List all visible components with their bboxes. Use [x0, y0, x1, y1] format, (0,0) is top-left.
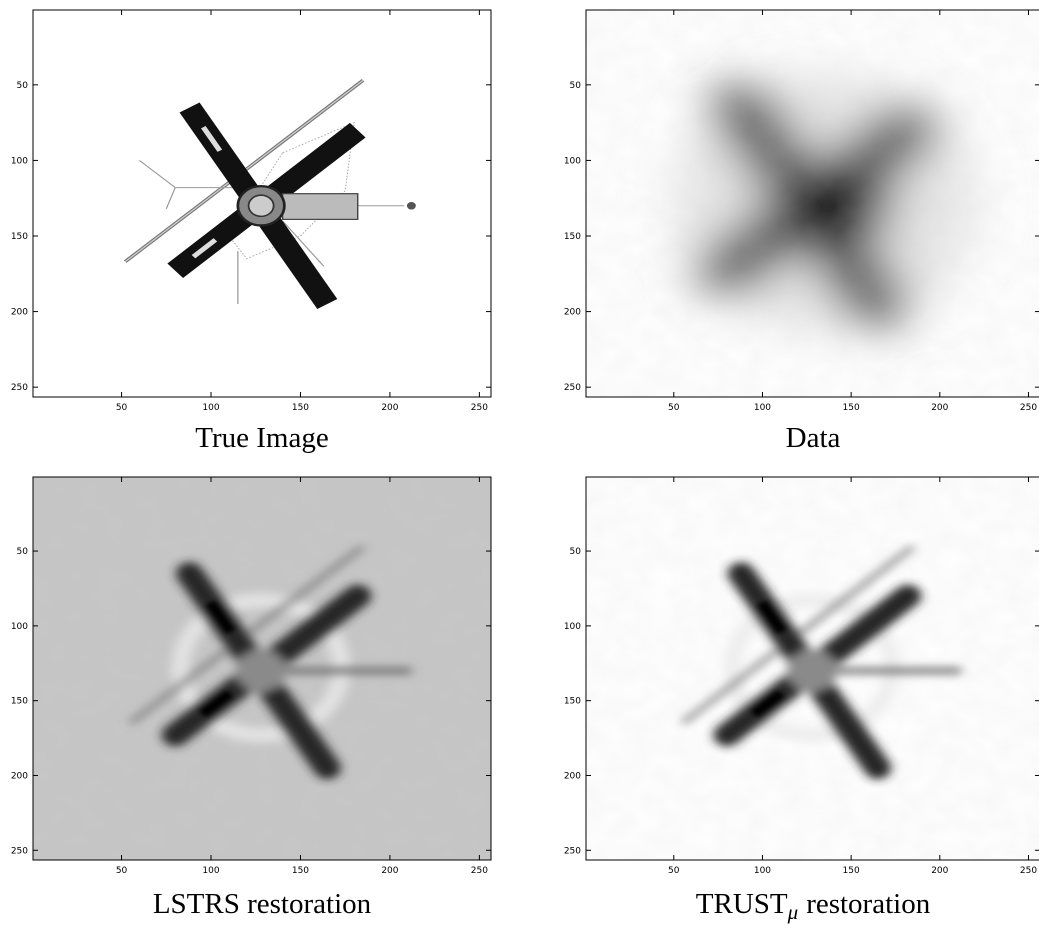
y-tick-label: 100	[564, 156, 581, 166]
caption-rest: restoration	[806, 888, 931, 920]
x-tick-label: 150	[292, 866, 309, 876]
image	[585, 476, 1039, 860]
caption: Data	[786, 422, 841, 454]
y-tick-label: 50	[17, 81, 29, 91]
panel: 50 100 150 200 250 50 100 150 200 250 LSTRS restor…	[11, 476, 492, 920]
image-content	[585, 476, 1039, 860]
y-tick-label: 100	[11, 156, 28, 166]
x-tick-label: 100	[202, 403, 219, 413]
y-tick-label: 50	[570, 81, 582, 91]
caption-main: TRUST	[696, 888, 788, 920]
x-tick-label: 200	[931, 866, 948, 876]
x-tick-label: 50	[668, 866, 680, 876]
panel: 50 100 150 200 250 50 100 150 200 250 Data	[564, 9, 1039, 454]
module	[283, 194, 358, 220]
caption: LSTRS restoration	[153, 888, 372, 920]
panel: 50 100 150 200 250 50 100 150 200 250 True Image	[11, 9, 492, 454]
image-content	[32, 476, 492, 860]
boom-tip	[407, 202, 416, 210]
y-tick-label: 150	[564, 697, 581, 707]
x-tick-label: 250	[1020, 403, 1037, 413]
figure: 5010015020025050100150200250True Image50…	[0, 0, 1039, 930]
image-content	[585, 9, 1039, 398]
x-tick-label: 100	[754, 866, 771, 876]
hub	[787, 650, 837, 692]
x-tick-label: 250	[471, 403, 488, 413]
caption: TRUSTμ restoration	[696, 888, 931, 924]
y-tick-label: 250	[11, 383, 28, 393]
y-tick-label: 200	[564, 308, 581, 318]
y-tick-label: 50	[570, 547, 582, 557]
x-tick-label: 200	[931, 403, 948, 413]
noise	[585, 9, 1039, 398]
x-tick-label: 150	[292, 403, 309, 413]
x-tick-label: 100	[754, 403, 771, 413]
y-tick-label: 100	[11, 622, 28, 632]
x-tick-label: 200	[381, 866, 398, 876]
image	[32, 476, 492, 860]
x-tick-label: 150	[843, 403, 860, 413]
x-tick-label: 50	[116, 403, 128, 413]
x-tick-label: 200	[381, 403, 398, 413]
image	[585, 9, 1039, 398]
y-tick-label: 200	[11, 308, 28, 318]
x-tick-label: 50	[116, 866, 128, 876]
caption: True Image	[195, 422, 328, 454]
page: {"panels": [ {"caption": "True Image", "…	[0, 0, 1039, 930]
y-tick-label: 250	[564, 383, 581, 393]
image	[32, 9, 492, 398]
caption-subscript: μ	[787, 900, 799, 924]
y-tick-label: 250	[11, 846, 28, 856]
x-tick-label: 50	[668, 403, 680, 413]
y-tick-label: 150	[11, 232, 28, 242]
x-tick-label: 150	[843, 866, 860, 876]
y-tick-label: 200	[11, 771, 28, 781]
y-tick-label: 250	[564, 846, 581, 856]
x-tick-label: 100	[202, 866, 219, 876]
hub-inner	[249, 195, 274, 216]
y-tick-label: 200	[564, 771, 581, 781]
y-tick-label: 150	[11, 697, 28, 707]
x-tick-label: 250	[471, 866, 488, 876]
x-tick-label: 250	[1020, 866, 1037, 876]
image-content	[32, 9, 492, 398]
y-tick-label: 150	[564, 232, 581, 242]
y-tick-label: 100	[564, 622, 581, 632]
hub	[236, 650, 286, 692]
y-tick-label: 50	[17, 547, 29, 557]
